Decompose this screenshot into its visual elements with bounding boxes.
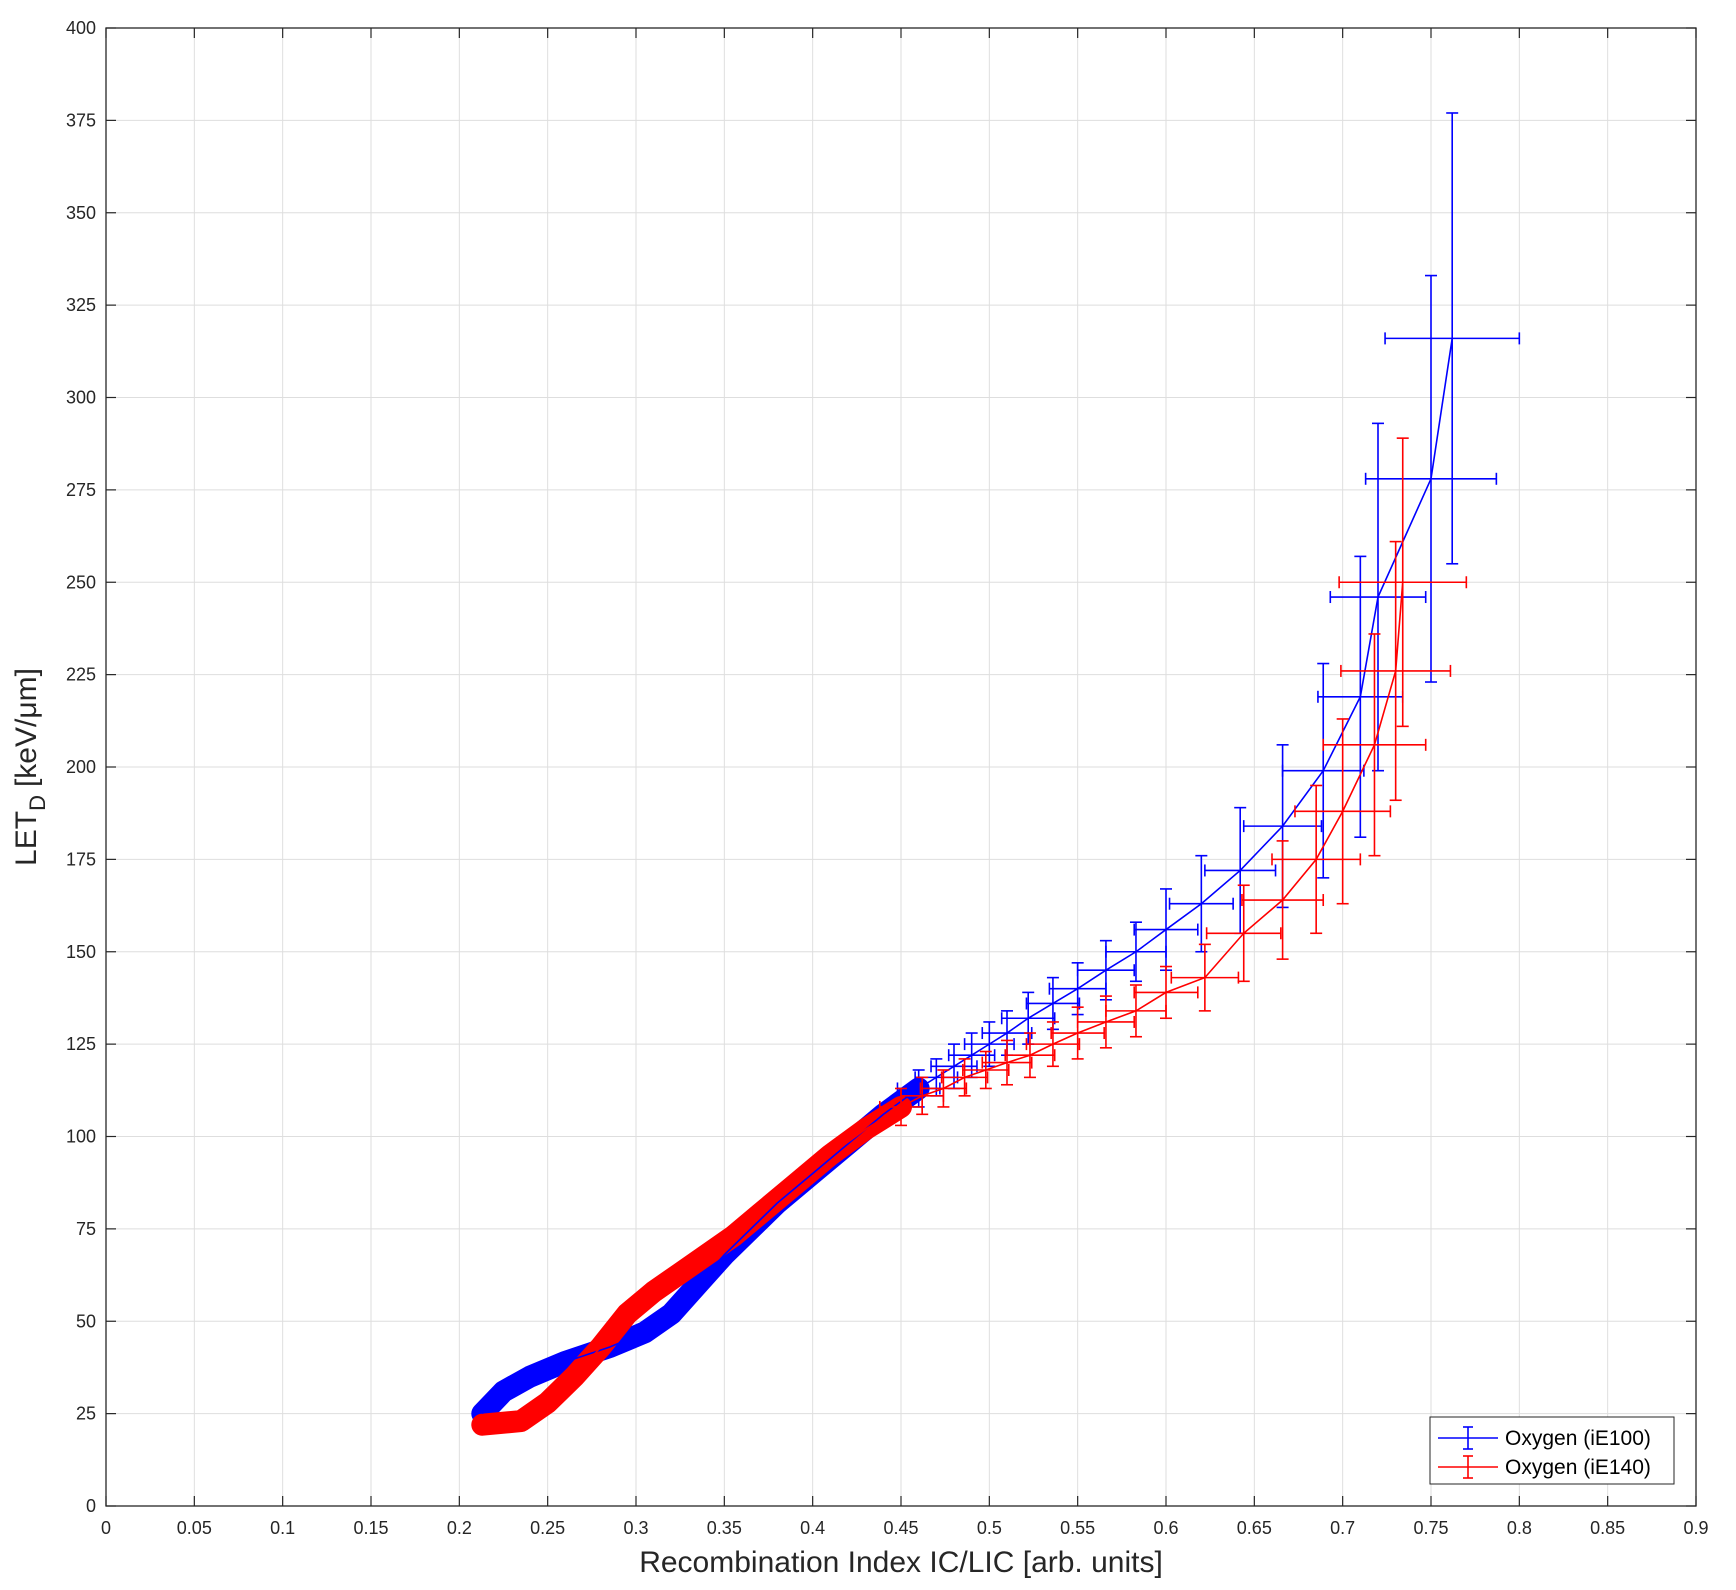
y-tick-label: 0	[86, 1496, 96, 1516]
x-tick-label: 0.15	[353, 1518, 388, 1538]
legend-label-iE140: Oxygen (iE140)	[1505, 1456, 1651, 1479]
y-tick-label: 275	[66, 480, 96, 500]
y-tick-label: 200	[66, 757, 96, 777]
y-tick-label: 325	[66, 295, 96, 315]
x-tick-label: 0.3	[623, 1518, 648, 1538]
x-tick-label: 0.8	[1507, 1518, 1532, 1538]
y-tick-label: 400	[66, 18, 96, 38]
x-tick-label: 0.55	[1060, 1518, 1095, 1538]
y-tick-label: 100	[66, 1127, 96, 1147]
x-tick-label: 0.35	[707, 1518, 742, 1538]
legend-entry-iE100: Oxygen (iE100)	[1438, 1426, 1651, 1450]
series-layer	[481, 112, 1521, 1426]
x-tick-label: 0.85	[1590, 1518, 1625, 1538]
x-tick-label: 0.6	[1153, 1518, 1178, 1538]
data-point-iE140	[1076, 995, 1135, 1049]
data-point-iE100	[1281, 662, 1365, 879]
legend-label-iE100: Oxygen (iE100)	[1505, 1427, 1651, 1450]
data-point-iE140	[1205, 884, 1282, 983]
data-point-iE140	[1338, 437, 1468, 728]
y-tick-label: 375	[66, 110, 96, 130]
data-point-iE140	[981, 1039, 1033, 1086]
data-point-iE100	[1384, 112, 1521, 565]
series-line-iE100	[481, 338, 1453, 1415]
data-point-iE140	[1133, 965, 1199, 1020]
x-tick-label: 0.65	[1237, 1518, 1272, 1538]
x-axis-title: Recombination Index IC/LIC [arb. units]	[639, 1546, 1163, 1579]
y-tick-label: 25	[76, 1404, 96, 1424]
data-point-iE140	[1340, 540, 1452, 802]
legend: Oxygen (iE100) Oxygen (iE140)	[1429, 1416, 1675, 1485]
y-axis-title-subscript: D	[25, 795, 50, 811]
y-tick-label: 150	[66, 942, 96, 962]
data-point-iE140	[1050, 1006, 1105, 1060]
x-tick-label: 0.4	[800, 1518, 825, 1538]
x-tick-label: 0.25	[530, 1518, 565, 1538]
x-tick-label: 0.05	[177, 1518, 212, 1538]
x-tick-label: 0.75	[1413, 1518, 1448, 1538]
x-tick-label: 0.9	[1683, 1518, 1708, 1538]
y-tick-label: 75	[76, 1219, 96, 1239]
data-point-iE100	[1329, 422, 1427, 772]
y-axis-title: LETD [keV/μm]	[10, 668, 50, 866]
y-tick-label: 250	[66, 572, 96, 592]
data-point-iE140	[940, 1058, 989, 1097]
data-point-iE140	[1004, 1032, 1056, 1079]
y-tick-label: 225	[66, 665, 96, 685]
x-tick-label: 0.45	[883, 1518, 918, 1538]
data-point-iE140	[900, 1076, 945, 1116]
data-point-iE100	[1204, 806, 1277, 935]
legend-entry-iE140: Oxygen (iE140)	[1438, 1455, 1651, 1479]
series-line-iE140	[482, 582, 1404, 1426]
data-point-iE140	[962, 1050, 1010, 1090]
x-tick-label: 0.1	[270, 1518, 295, 1538]
axis-ticks: 0 0.05 0.1 0.15 0.2 0.25 0.3 0.35 0.4 0.45 0.5 0.55…	[66, 18, 1709, 1538]
data-point-iE140	[1241, 840, 1325, 960]
data-point-iE140	[1271, 784, 1362, 935]
data-point-iE100	[1364, 274, 1498, 683]
data-point-iE100	[1168, 854, 1234, 953]
data-point-iE140	[1105, 984, 1167, 1038]
y-tick-label: 175	[66, 849, 96, 869]
y-tick-label: 50	[76, 1311, 96, 1331]
y-tick-label: 125	[66, 1034, 96, 1054]
legend-box	[1429, 1416, 1675, 1485]
x-tick-label: 0.7	[1330, 1518, 1355, 1538]
y-tick-label: 300	[66, 388, 96, 408]
x-tick-label: 0.5	[977, 1518, 1002, 1538]
x-tick-label: 0.2	[447, 1518, 472, 1538]
data-point-iE140	[919, 1069, 968, 1108]
y-axis-title-unit: [keV/μm]	[10, 668, 43, 787]
x-tick-label: 0	[101, 1518, 111, 1538]
data-point-iE140	[1170, 943, 1240, 1012]
y-tick-label: 350	[66, 203, 96, 223]
y-axis-title-main: LET	[10, 811, 43, 866]
data-point-iE140	[1025, 1021, 1081, 1068]
